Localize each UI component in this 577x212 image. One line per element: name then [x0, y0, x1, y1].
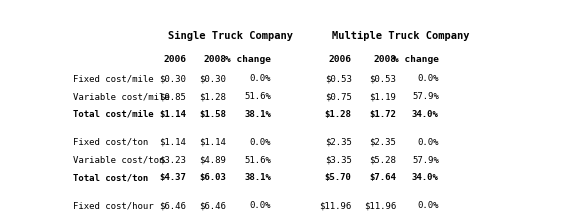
Text: $2.35: $2.35	[369, 138, 396, 147]
Text: % change: % change	[225, 55, 271, 64]
Text: $3.23: $3.23	[159, 156, 186, 165]
Text: $4.89: $4.89	[200, 156, 226, 165]
Text: $5.28: $5.28	[369, 156, 396, 165]
Text: Fixed cost/ton: Fixed cost/ton	[73, 138, 148, 147]
Text: $1.72: $1.72	[369, 110, 396, 119]
Text: 34.0%: 34.0%	[412, 110, 439, 119]
Text: $4.37: $4.37	[159, 173, 186, 182]
Text: 38.1%: 38.1%	[244, 173, 271, 182]
Text: 34.0%: 34.0%	[412, 173, 439, 182]
Text: 2008: 2008	[373, 55, 396, 64]
Text: $1.28: $1.28	[325, 110, 351, 119]
Text: % change: % change	[393, 55, 439, 64]
Text: $0.85: $0.85	[159, 92, 186, 101]
Text: 2008: 2008	[204, 55, 226, 64]
Text: $11.96: $11.96	[364, 201, 396, 211]
Text: $0.30: $0.30	[200, 74, 226, 83]
Text: Total cost/mile: Total cost/mile	[73, 110, 153, 119]
Text: Fixed cost/hour: Fixed cost/hour	[73, 201, 153, 211]
Text: 38.1%: 38.1%	[244, 110, 271, 119]
Text: $1.19: $1.19	[369, 92, 396, 101]
Text: 0.0%: 0.0%	[417, 201, 439, 211]
Text: 2006: 2006	[163, 55, 186, 64]
Text: 0.0%: 0.0%	[250, 201, 271, 211]
Text: Variable cost/ton: Variable cost/ton	[73, 156, 164, 165]
Text: $6.03: $6.03	[200, 173, 226, 182]
Text: Multiple Truck Company: Multiple Truck Company	[332, 31, 470, 41]
Text: Fixed cost/mile: Fixed cost/mile	[73, 74, 153, 83]
Text: $1.14: $1.14	[159, 138, 186, 147]
Text: $0.53: $0.53	[325, 74, 351, 83]
Text: $6.46: $6.46	[159, 201, 186, 211]
Text: 0.0%: 0.0%	[417, 74, 439, 83]
Text: $1.14: $1.14	[200, 138, 226, 147]
Text: 2006: 2006	[329, 55, 351, 64]
Text: 51.6%: 51.6%	[244, 156, 271, 165]
Text: $1.58: $1.58	[200, 110, 226, 119]
Text: Total cost/ton: Total cost/ton	[73, 173, 148, 182]
Text: $7.64: $7.64	[369, 173, 396, 182]
Text: $3.35: $3.35	[325, 156, 351, 165]
Text: 51.6%: 51.6%	[244, 92, 271, 101]
Text: $6.46: $6.46	[200, 201, 226, 211]
Text: 0.0%: 0.0%	[250, 138, 271, 147]
Text: $1.14: $1.14	[159, 110, 186, 119]
Text: $0.53: $0.53	[369, 74, 396, 83]
Text: $5.70: $5.70	[325, 173, 351, 182]
Text: 0.0%: 0.0%	[250, 74, 271, 83]
Text: $11.96: $11.96	[319, 201, 351, 211]
Text: Single Truck Company: Single Truck Company	[168, 31, 293, 41]
Text: Variable cost/mile: Variable cost/mile	[73, 92, 170, 101]
Text: $2.35: $2.35	[325, 138, 351, 147]
Text: $1.28: $1.28	[200, 92, 226, 101]
Text: $0.75: $0.75	[325, 92, 351, 101]
Text: $0.30: $0.30	[159, 74, 186, 83]
Text: 57.9%: 57.9%	[412, 156, 439, 165]
Text: 0.0%: 0.0%	[417, 138, 439, 147]
Text: 57.9%: 57.9%	[412, 92, 439, 101]
